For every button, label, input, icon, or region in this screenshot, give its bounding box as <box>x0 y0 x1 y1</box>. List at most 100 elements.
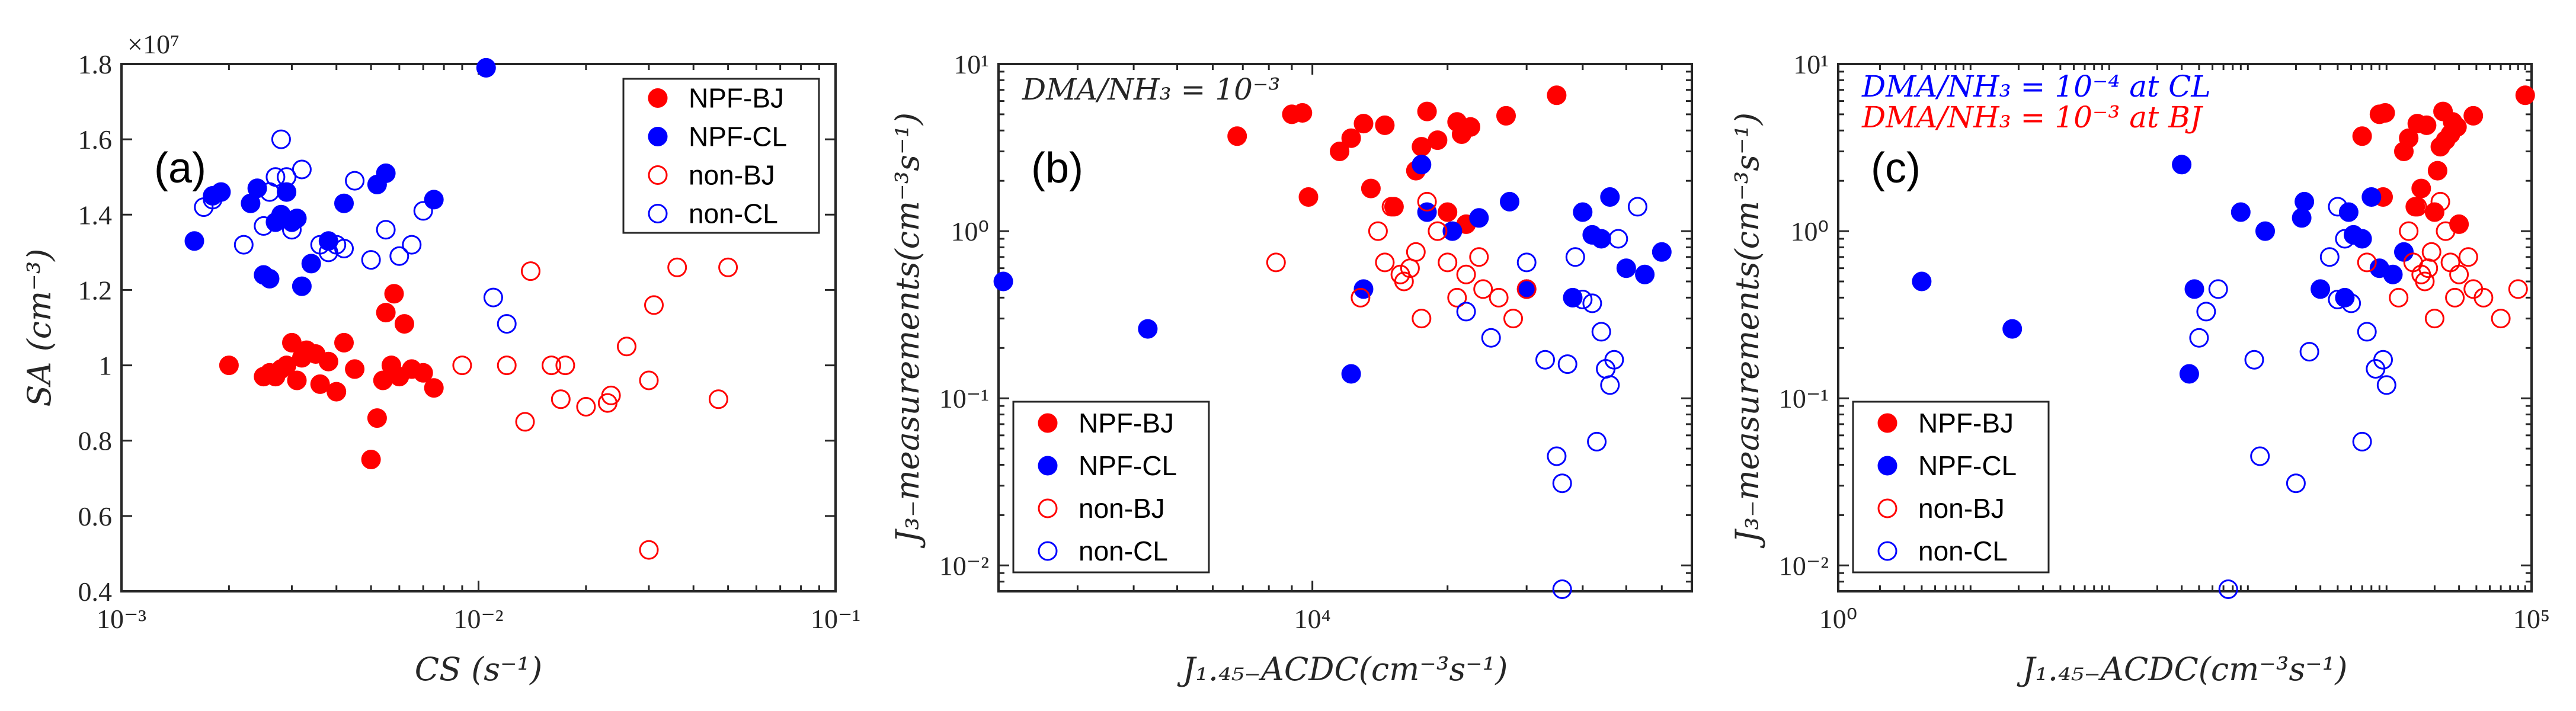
data-point <box>2179 364 2199 384</box>
y-tick-label: 10¹ <box>1793 49 1829 79</box>
data-point <box>708 389 728 409</box>
data-point <box>452 356 472 376</box>
y-tick-label: 0.8 <box>78 426 113 456</box>
data-point <box>376 303 396 323</box>
data-point <box>644 295 664 315</box>
series-non-bj <box>1266 191 1537 329</box>
data-point <box>2449 214 2469 234</box>
data-point <box>1516 279 1537 299</box>
y-tick-label: 10⁻¹ <box>939 383 989 414</box>
data-point <box>1227 126 1247 146</box>
data-point <box>483 287 503 308</box>
data-point <box>1428 221 1448 241</box>
data-point <box>639 370 659 390</box>
x-axis-label: CS (s⁻¹) <box>415 651 542 688</box>
data-point <box>1587 431 1607 451</box>
data-point <box>2375 103 2395 123</box>
data-point <box>2430 191 2450 212</box>
data-point <box>271 129 291 149</box>
x-axis-label: J₁.₄₅₋ACDC(cm⁻³s⁻¹) <box>2017 651 2348 688</box>
data-point <box>1456 264 1476 284</box>
data-point <box>1582 293 1602 313</box>
data-point <box>1516 252 1537 273</box>
data-point <box>542 356 561 376</box>
data-point <box>1591 229 1611 249</box>
legend-marker <box>1877 413 1897 433</box>
y-axis-label: J₃₋measurements(cm⁻³s⁻¹) <box>889 113 926 549</box>
data-point <box>1341 128 1361 148</box>
data-point <box>1298 187 1319 207</box>
data-point <box>2184 279 2204 299</box>
data-point <box>2449 264 2469 284</box>
series-npf-cl <box>1912 155 2414 384</box>
data-point <box>2255 221 2275 241</box>
data-point <box>2407 197 2427 217</box>
data-point <box>2427 161 2447 181</box>
data-point <box>402 235 422 255</box>
data-point <box>1375 252 1395 273</box>
data-point <box>265 167 286 187</box>
legend: NPF-BJ NPF-CL non-BJ non-CL <box>1012 401 1210 574</box>
data-point <box>2399 221 2419 241</box>
data-point <box>1461 117 1480 137</box>
data-point <box>2473 287 2494 308</box>
data-point <box>1557 354 1577 374</box>
data-point <box>2361 187 2382 207</box>
series-non-bj <box>452 257 738 560</box>
data-point <box>424 190 444 210</box>
data-point <box>551 389 571 409</box>
y-tick-label: 10¹ <box>953 49 989 79</box>
panel-label: (a) <box>154 145 206 192</box>
panel-b: 10⁴ 10⁻² 10⁻¹ 10⁰ 10¹ J₁.₄₅₋ACDC(cm⁻³s⁻¹) J₃₋m… <box>889 49 1693 688</box>
data-point <box>1438 252 1458 273</box>
data-point <box>2417 115 2437 135</box>
series-non-cl <box>2189 197 2396 599</box>
data-point <box>476 57 496 78</box>
data-point <box>2424 202 2444 222</box>
data-point <box>1412 155 1432 175</box>
data-point <box>2458 247 2478 267</box>
panel-label: (b) <box>1031 145 1083 192</box>
data-point <box>361 250 381 270</box>
data-point <box>301 254 321 274</box>
data-point <box>2463 105 2484 126</box>
data-point <box>1616 258 1636 278</box>
data-point <box>497 314 517 334</box>
data-point <box>1552 579 1572 599</box>
data-point <box>334 239 354 258</box>
legend-marker <box>648 88 668 108</box>
data-point <box>1375 115 1395 135</box>
data-point <box>2244 350 2264 370</box>
series-npf-bj <box>1227 85 1567 234</box>
data-point <box>389 246 409 266</box>
data-point <box>497 356 517 376</box>
y-tick-label: 10⁰ <box>951 216 989 246</box>
data-point <box>2389 287 2409 308</box>
data-point <box>1406 242 1426 262</box>
data-point <box>384 284 404 304</box>
y-exponent-label: ×10⁷ <box>127 29 180 59</box>
legend-entry: non-CL <box>1918 536 2008 566</box>
data-point <box>2508 279 2528 299</box>
x-tick-label: 10⁰ <box>1819 604 1857 634</box>
annotation-red: DMA/NH₃ = 10⁻³ at BJ <box>1861 100 2204 134</box>
data-point <box>1600 187 1620 207</box>
data-point <box>260 268 280 289</box>
data-point <box>2352 229 2372 249</box>
data-point <box>1417 191 1437 212</box>
data-point <box>2299 342 2319 362</box>
data-point <box>318 351 338 371</box>
data-point <box>2196 302 2216 322</box>
data-point <box>1428 130 1448 150</box>
data-point <box>2208 279 2228 299</box>
data-point <box>292 276 312 296</box>
legend: NPF-BJ NPF-CL non-BJ non-CL <box>1852 401 2050 574</box>
data-point <box>521 261 540 281</box>
y-tick-label: 10⁰ <box>1791 216 1829 246</box>
legend-entry: non-BJ <box>1918 493 2005 524</box>
data-point <box>2328 290 2348 309</box>
series-npf-bj <box>219 284 444 469</box>
data-point <box>1469 247 1489 267</box>
data-point <box>334 332 354 353</box>
data-point <box>287 209 307 229</box>
